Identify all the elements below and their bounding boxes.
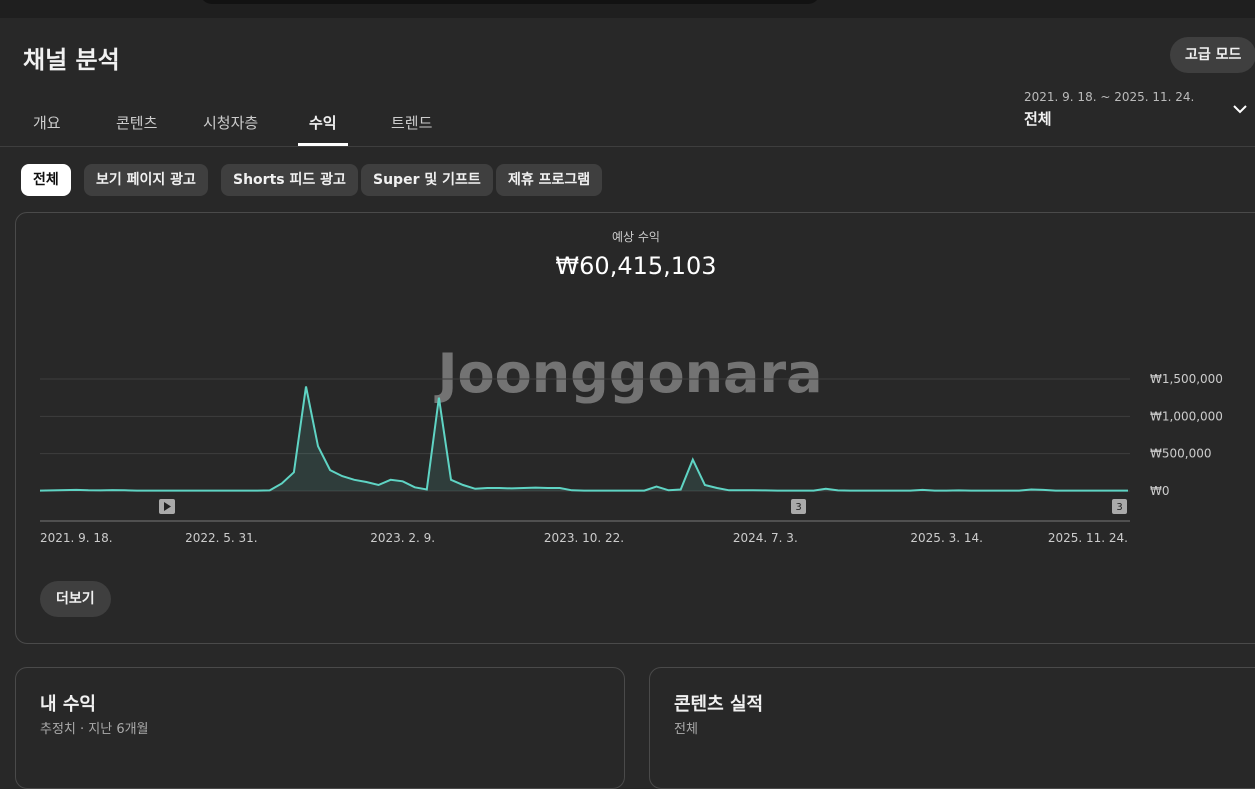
marker-label: 3 xyxy=(1116,502,1122,513)
x-tick-label: 2023. 2. 9. xyxy=(370,531,435,545)
chip[interactable]: 제휴 프로그램 xyxy=(496,164,603,196)
card-title: 콘텐츠 실적 xyxy=(674,694,764,715)
x-tick-label: 2025. 11. 24. xyxy=(1048,531,1128,545)
marker-label: 3 xyxy=(795,502,801,513)
tab[interactable]: 시청자층 xyxy=(203,114,259,132)
x-tick-label: 2021. 9. 18. xyxy=(40,531,113,545)
top-bar xyxy=(0,0,1255,18)
search-box[interactable] xyxy=(200,0,820,4)
total-value: ₩60,415,103 xyxy=(555,252,716,280)
date-scope[interactable]: 전체 xyxy=(1024,110,1052,128)
card-subtitle: 전체 xyxy=(674,722,698,737)
tab-indicator xyxy=(298,143,348,146)
x-tick-label: 2022. 5. 31. xyxy=(185,531,258,545)
tab-active[interactable]: 수익 xyxy=(309,114,337,132)
dropdown-icon[interactable] xyxy=(1232,103,1248,115)
chip[interactable]: Shorts 피드 광고 xyxy=(221,164,358,196)
card-subtitle: 추정치 · 지난 6개월 xyxy=(40,722,149,737)
play-icon xyxy=(164,502,171,511)
chip[interactable]: 보기 페이지 광고 xyxy=(84,164,208,196)
marker[interactable] xyxy=(1112,499,1127,514)
tab[interactable]: 콘텐츠 xyxy=(116,114,158,132)
card-title: 내 수익 xyxy=(40,694,96,715)
divider xyxy=(0,146,1255,147)
x-tick-label: 2024. 7. 3. xyxy=(733,531,798,545)
chart: 예상 수익 ₩60,415,103 Joonggonara 3 3 ₩0 ₩500… xyxy=(39,230,1223,545)
card xyxy=(649,667,1255,789)
watermark: Joonggonara xyxy=(433,342,822,405)
tab[interactable]: 트렌드 xyxy=(391,114,433,132)
date-range[interactable]: 2021. 9. 18. ~ 2025. 11. 24. xyxy=(1024,90,1195,104)
area xyxy=(40,386,1128,491)
chip-active[interactable]: 전체 xyxy=(21,164,71,196)
more-button[interactable]: 더보기 xyxy=(40,581,111,617)
chip[interactable]: Super 및 기프트 xyxy=(361,164,493,196)
y-tick-label: ₩1,000,000 xyxy=(1150,409,1223,423)
page-title: 채널 분석 xyxy=(23,46,120,74)
x-tick-label: 2025. 3. 14. xyxy=(910,531,983,545)
advanced-button[interactable]: 고급 모드 xyxy=(1170,37,1255,73)
chart-title: 예상 수익 xyxy=(612,230,660,244)
tab[interactable]: 개요 xyxy=(33,114,61,132)
y-tick-label: ₩0 xyxy=(1150,484,1170,498)
marker[interactable] xyxy=(791,499,806,514)
line xyxy=(39,386,1128,492)
y-tick-label: ₩500,000 xyxy=(1150,447,1212,461)
y-tick-label: ₩1,500,000 xyxy=(1150,372,1223,386)
chart-card xyxy=(15,212,1255,644)
x-tick-label: 2023. 10. 22. xyxy=(544,531,624,545)
